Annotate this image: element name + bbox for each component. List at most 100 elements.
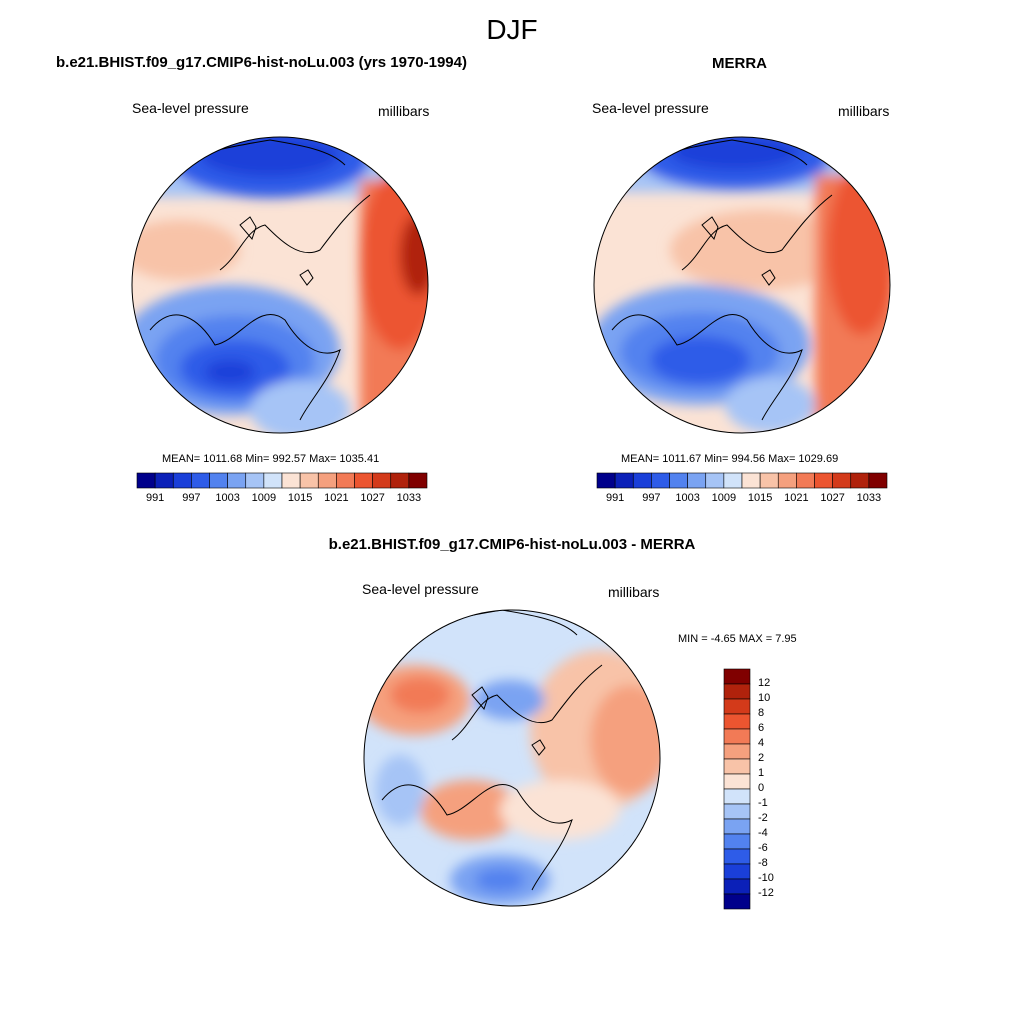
- colorbar-difference-swatch: [723, 878, 751, 895]
- colorbar-merra-tick-label: 1033: [856, 492, 882, 504]
- colorbar-model-swatch: [317, 472, 337, 489]
- colorbar-difference: [723, 668, 751, 910]
- colorbar-difference-tick-label: -2: [758, 812, 768, 824]
- colorbar-model-tick-label: 997: [182, 492, 201, 504]
- colorbar-model: [136, 472, 428, 489]
- colorbar-model-tick-label: 1033: [396, 492, 422, 504]
- colorbar-merra-swatch: [777, 472, 797, 489]
- colorbar-model-swatch: [245, 472, 265, 489]
- colorbar-merra-tick-label: 1009: [711, 492, 737, 504]
- colorbar-difference-tick-label: 4: [758, 737, 765, 749]
- colorbar-difference-swatch: [723, 788, 751, 805]
- colorbar-difference-swatch: [723, 728, 751, 745]
- colorbar-model-swatch: [172, 472, 192, 489]
- colorbar-merra-swatch: [868, 472, 888, 489]
- colorbar-difference-swatch: [723, 803, 751, 820]
- colorbar-model-swatch: [372, 472, 392, 489]
- colorbar-difference-swatch: [723, 758, 751, 775]
- colorbar-merra-swatch: [632, 472, 652, 489]
- colorbar-merra-tick-label: 997: [642, 492, 661, 504]
- colorbar-model-tick-label: 1015: [287, 492, 313, 504]
- panel-1-title: b.e21.BHIST.f09_g17.CMIP6-hist-noLu.003 …: [56, 54, 467, 71]
- colorbar-difference-tick-label: -6: [758, 842, 768, 854]
- colorbar-difference-swatch: [723, 668, 751, 685]
- colorbar-model-swatch: [154, 472, 174, 489]
- panel-2-title: MERRA: [712, 55, 767, 72]
- colorbar-difference-tick-label: 0: [758, 782, 765, 794]
- colorbar-merra-swatch: [741, 472, 761, 489]
- colorbar-model-swatch: [263, 472, 283, 489]
- colorbar-difference-swatch: [723, 863, 751, 880]
- panel-3-variable-label: Sea-level pressure: [362, 581, 479, 597]
- colorbar-difference-tick-label: 12: [758, 677, 771, 689]
- colorbar-model-tick-label: 991: [145, 492, 165, 504]
- colorbar-merra-swatch: [614, 472, 634, 489]
- colorbar-difference-swatch: [723, 833, 751, 850]
- colorbar-difference-tick-label: -10: [758, 872, 774, 884]
- colorbar-model-swatch: [227, 472, 247, 489]
- colorbar-difference-tick-label: 10: [758, 692, 771, 704]
- colorbar-difference-swatch: [723, 893, 751, 910]
- colorbar-merra-swatch: [759, 472, 779, 489]
- colorbar-merra-swatch: [669, 472, 688, 489]
- figure-title: DJF: [486, 14, 538, 45]
- colorbar-merra-tick-label: 1021: [784, 492, 809, 504]
- colorbar-difference-tick-label: -1: [758, 797, 768, 809]
- colorbar-model-swatch: [136, 472, 156, 489]
- colorbar-model-tick-label: 1009: [251, 492, 277, 504]
- colorbar-difference-tick-label: 8: [758, 707, 765, 719]
- colorbar-difference-tick-label: -8: [758, 857, 768, 869]
- model-slp-map: [132, 137, 428, 433]
- colorbar-model-swatch: [408, 472, 428, 489]
- merra-map-border: [593, 136, 891, 434]
- panel-3-units-label: millibars: [608, 584, 660, 600]
- colorbar-difference-swatch: [723, 683, 751, 700]
- panel-1-stats: MEAN= 1011.68 Min= 992.57 Max= 1035.41: [162, 453, 380, 465]
- colorbar-model-swatch: [390, 472, 410, 489]
- panel-3-title: b.e21.BHIST.f09_g17.CMIP6-hist-noLu.003 …: [328, 536, 696, 553]
- colorbar-merra-tick-label: 1027: [820, 492, 845, 504]
- colorbar-merra-swatch: [596, 472, 616, 489]
- panel-2-stats: MEAN= 1011.67 Min= 994.56 Max= 1029.69: [621, 453, 839, 465]
- colorbar-merra-swatch: [651, 472, 670, 489]
- colorbar-merra-swatch: [705, 472, 725, 489]
- colorbar-merra-tick-label: 1003: [675, 492, 700, 504]
- colorbar-difference-tick-label: 1: [758, 767, 765, 779]
- merra-slp-map: [594, 137, 890, 433]
- panel-2-variable-label: Sea-level pressure: [592, 100, 709, 116]
- colorbar-model-swatch: [191, 472, 210, 489]
- colorbar-merra: [596, 472, 888, 489]
- colorbar-difference-tick-label: -4: [758, 827, 768, 839]
- colorbar-model-swatch: [336, 472, 355, 489]
- colorbar-merra-tick-label: 1015: [747, 492, 773, 504]
- colorbar-model-swatch: [299, 472, 319, 489]
- colorbar-difference-swatch: [723, 818, 751, 835]
- colorbar-merra-swatch: [687, 472, 707, 489]
- colorbar-merra-swatch: [723, 472, 743, 489]
- difference-slp-map: [364, 610, 660, 906]
- model-map-border: [131, 136, 429, 434]
- colorbar-difference-swatch: [723, 848, 751, 865]
- panel-1-units-label: millibars: [378, 103, 430, 119]
- colorbar-model-tick-label: 1027: [360, 492, 385, 504]
- colorbar-merra-swatch: [832, 472, 852, 489]
- colorbar-model-swatch: [354, 472, 373, 489]
- colorbar-difference-swatch: [723, 773, 751, 790]
- colorbar-merra-swatch: [850, 472, 870, 489]
- colorbar-merra-swatch: [796, 472, 815, 489]
- colorbar-merra-tick-label: 991: [605, 492, 625, 504]
- colorbar-difference-tick-label: 2: [758, 752, 765, 764]
- panel-1-variable-label: Sea-level pressure: [132, 100, 249, 116]
- colorbar-difference-swatch: [723, 743, 751, 760]
- panel-2-units-label: millibars: [838, 103, 890, 119]
- colorbar-merra-swatch: [814, 472, 833, 489]
- colorbar-difference-swatch: [723, 698, 751, 715]
- colorbar-model-tick-label: 1021: [324, 492, 349, 504]
- colorbar-model-tick-label: 1003: [215, 492, 240, 504]
- colorbar-difference-swatch: [723, 713, 751, 730]
- colorbar-model-swatch: [209, 472, 228, 489]
- difference-map-border: [363, 609, 661, 907]
- colorbar-model-swatch: [281, 472, 301, 489]
- colorbar-difference-tick-label: 6: [758, 722, 765, 734]
